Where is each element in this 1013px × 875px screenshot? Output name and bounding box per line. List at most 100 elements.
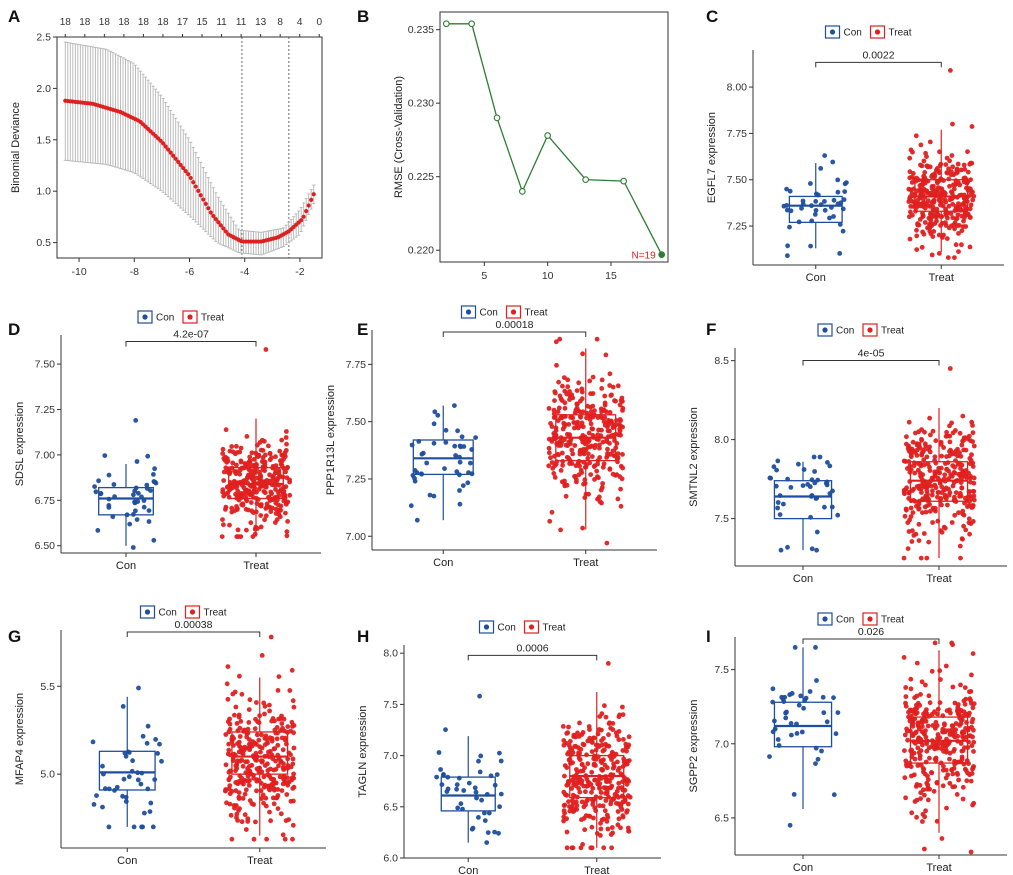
data-point <box>937 163 943 169</box>
data-point <box>916 538 922 543</box>
data-point <box>966 739 971 745</box>
panel-letter: F <box>706 320 716 339</box>
data-point <box>949 731 955 737</box>
data-point <box>593 763 598 768</box>
data-point <box>590 426 595 432</box>
data-point <box>913 531 919 537</box>
data-point <box>948 68 953 73</box>
data-point <box>291 745 297 751</box>
data-point <box>936 251 942 256</box>
x-tick-label: Treat <box>243 560 268 572</box>
data-point <box>909 773 914 779</box>
data-point <box>576 472 582 478</box>
legend: Con Treat <box>478 620 566 634</box>
data-point <box>262 517 267 523</box>
data-point <box>257 477 263 483</box>
data-point <box>460 483 466 488</box>
legend-treat-label: Treat <box>204 608 227 619</box>
data-point <box>945 215 950 221</box>
pvalue-bracket <box>442 331 587 337</box>
data-point <box>930 488 935 494</box>
data-point <box>152 777 158 782</box>
pvalue-label: 4.2e-07 <box>173 329 209 341</box>
data-point <box>459 434 465 440</box>
data-point <box>242 744 247 750</box>
data-point <box>918 692 923 697</box>
data-point <box>281 767 286 772</box>
data-point <box>613 431 619 437</box>
data-point <box>258 758 264 764</box>
data-point <box>595 458 601 463</box>
data-point <box>252 462 258 468</box>
data-point <box>278 759 284 764</box>
data-point <box>620 814 626 820</box>
panel-letter: H <box>357 627 369 646</box>
data-point <box>470 825 476 831</box>
data-point <box>953 242 959 248</box>
data-point <box>566 799 571 804</box>
plot-frame <box>56 36 323 259</box>
data-point <box>590 798 596 804</box>
data-point <box>225 469 231 474</box>
data-point <box>566 455 571 461</box>
data-point <box>253 524 259 530</box>
data-point <box>242 812 248 818</box>
data-point <box>567 389 572 394</box>
data-point <box>940 742 946 748</box>
data-point <box>620 793 625 799</box>
data-point <box>602 402 608 408</box>
data-point <box>616 737 622 743</box>
data-point <box>556 379 561 385</box>
data-point <box>955 738 960 744</box>
data-point <box>244 731 250 737</box>
top-tick-label: 11 <box>236 17 247 28</box>
data-point <box>775 505 780 511</box>
data-point <box>799 205 804 211</box>
data-point <box>560 426 566 432</box>
data-point <box>789 732 794 738</box>
data-point <box>911 186 917 192</box>
data-point <box>965 169 971 175</box>
data-point <box>950 430 956 436</box>
data-point <box>958 207 964 213</box>
data-point <box>284 529 290 535</box>
x-tick-label: Treat <box>926 573 951 585</box>
rmse-point <box>544 132 552 139</box>
data-point <box>576 408 581 414</box>
data-point <box>943 767 949 773</box>
data-point <box>427 492 433 498</box>
data-point <box>236 714 242 720</box>
deviance-point <box>173 156 178 161</box>
rmse-line <box>446 23 663 255</box>
data-point <box>946 492 952 498</box>
data-point <box>908 717 914 722</box>
data-point <box>961 730 967 735</box>
data-point <box>601 419 607 425</box>
data-point <box>971 475 977 481</box>
data-point <box>916 441 922 447</box>
data-point <box>223 732 229 737</box>
data-point <box>148 800 154 806</box>
box-con <box>92 418 159 550</box>
data-point <box>563 493 569 499</box>
data-point <box>918 193 923 199</box>
data-point <box>226 786 232 792</box>
data-point <box>290 786 296 791</box>
data-point <box>263 795 269 801</box>
data-point <box>227 726 233 732</box>
data-point <box>952 226 957 232</box>
data-point <box>239 691 245 697</box>
data-point <box>946 225 952 231</box>
data-point <box>285 519 290 524</box>
data-point <box>936 197 942 203</box>
data-point <box>925 491 930 497</box>
data-point <box>585 455 591 461</box>
data-point <box>970 488 976 494</box>
data-point <box>269 455 274 461</box>
data-point <box>593 794 599 800</box>
data-point <box>574 401 580 407</box>
data-point <box>787 822 793 828</box>
data-point <box>258 503 264 509</box>
data-point <box>568 415 573 420</box>
data-point <box>599 386 605 391</box>
